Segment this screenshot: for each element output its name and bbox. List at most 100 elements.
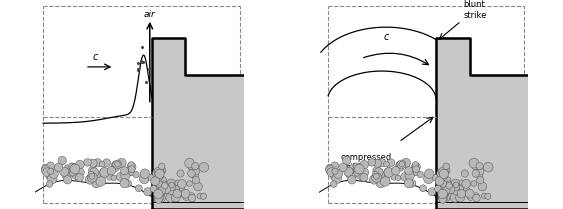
Circle shape [42,164,51,173]
Circle shape [439,171,448,180]
Circle shape [193,177,200,184]
Circle shape [413,169,419,176]
Circle shape [62,170,72,180]
Circle shape [133,171,139,178]
Circle shape [139,174,149,184]
Circle shape [167,179,176,189]
Circle shape [330,181,337,187]
Circle shape [169,182,175,188]
Circle shape [439,182,445,188]
Circle shape [467,193,474,200]
Circle shape [193,168,199,175]
Circle shape [404,179,413,188]
Polygon shape [436,38,528,209]
Circle shape [391,167,400,175]
Circle shape [173,190,181,198]
Circle shape [181,190,188,197]
Text: c: c [383,32,388,42]
Circle shape [384,168,394,177]
Circle shape [360,160,369,169]
Circle shape [65,165,70,170]
Circle shape [378,159,386,167]
Circle shape [446,185,455,194]
Circle shape [457,190,466,198]
Circle shape [465,189,474,198]
Circle shape [372,171,379,178]
Polygon shape [152,38,244,209]
Text: air: air [144,10,155,19]
Circle shape [85,175,95,184]
Circle shape [157,166,166,175]
Circle shape [472,194,480,202]
Circle shape [148,174,154,181]
Circle shape [440,180,446,187]
Circle shape [100,168,109,177]
Circle shape [441,194,450,202]
Circle shape [163,183,171,191]
Circle shape [154,171,163,180]
Circle shape [70,170,76,176]
Circle shape [465,190,472,197]
Circle shape [112,161,119,168]
Circle shape [117,172,126,181]
Circle shape [438,189,448,199]
Circle shape [191,162,199,170]
Circle shape [120,171,130,180]
Circle shape [124,167,133,176]
Circle shape [144,188,151,196]
Circle shape [168,183,176,191]
Circle shape [189,193,195,199]
Circle shape [194,182,203,191]
Circle shape [50,169,59,178]
Circle shape [452,187,460,195]
Circle shape [435,177,444,186]
Circle shape [391,173,397,180]
Circle shape [168,187,176,195]
Circle shape [191,172,199,179]
Circle shape [58,156,66,165]
Circle shape [200,193,207,199]
Circle shape [419,185,427,192]
Circle shape [47,162,55,169]
Circle shape [459,180,465,186]
Circle shape [128,166,135,173]
Circle shape [373,159,381,167]
Circle shape [154,193,163,202]
Circle shape [445,181,452,187]
Circle shape [476,172,483,179]
Circle shape [401,172,410,181]
Circle shape [69,163,75,169]
Circle shape [372,172,381,182]
Circle shape [197,193,203,199]
Circle shape [454,186,461,192]
Circle shape [155,180,162,187]
Text: blunt
strike: blunt strike [463,0,487,20]
Circle shape [140,169,150,178]
Circle shape [451,179,461,189]
Circle shape [339,163,347,172]
Circle shape [412,163,421,172]
Circle shape [444,188,451,195]
Circle shape [356,163,363,170]
Circle shape [96,176,106,186]
Circle shape [102,159,110,167]
Circle shape [170,186,176,192]
Circle shape [63,168,69,175]
Circle shape [344,167,353,176]
Circle shape [151,177,160,186]
Circle shape [439,167,448,177]
Circle shape [127,163,136,172]
Circle shape [70,164,80,174]
Circle shape [442,187,450,195]
Circle shape [469,158,479,168]
Circle shape [438,193,448,202]
Circle shape [450,193,460,202]
Circle shape [452,184,460,191]
Circle shape [161,181,167,187]
Circle shape [47,168,54,174]
Circle shape [120,179,129,188]
Circle shape [157,194,166,202]
Circle shape [129,169,135,176]
Circle shape [326,166,335,175]
Circle shape [417,171,423,178]
